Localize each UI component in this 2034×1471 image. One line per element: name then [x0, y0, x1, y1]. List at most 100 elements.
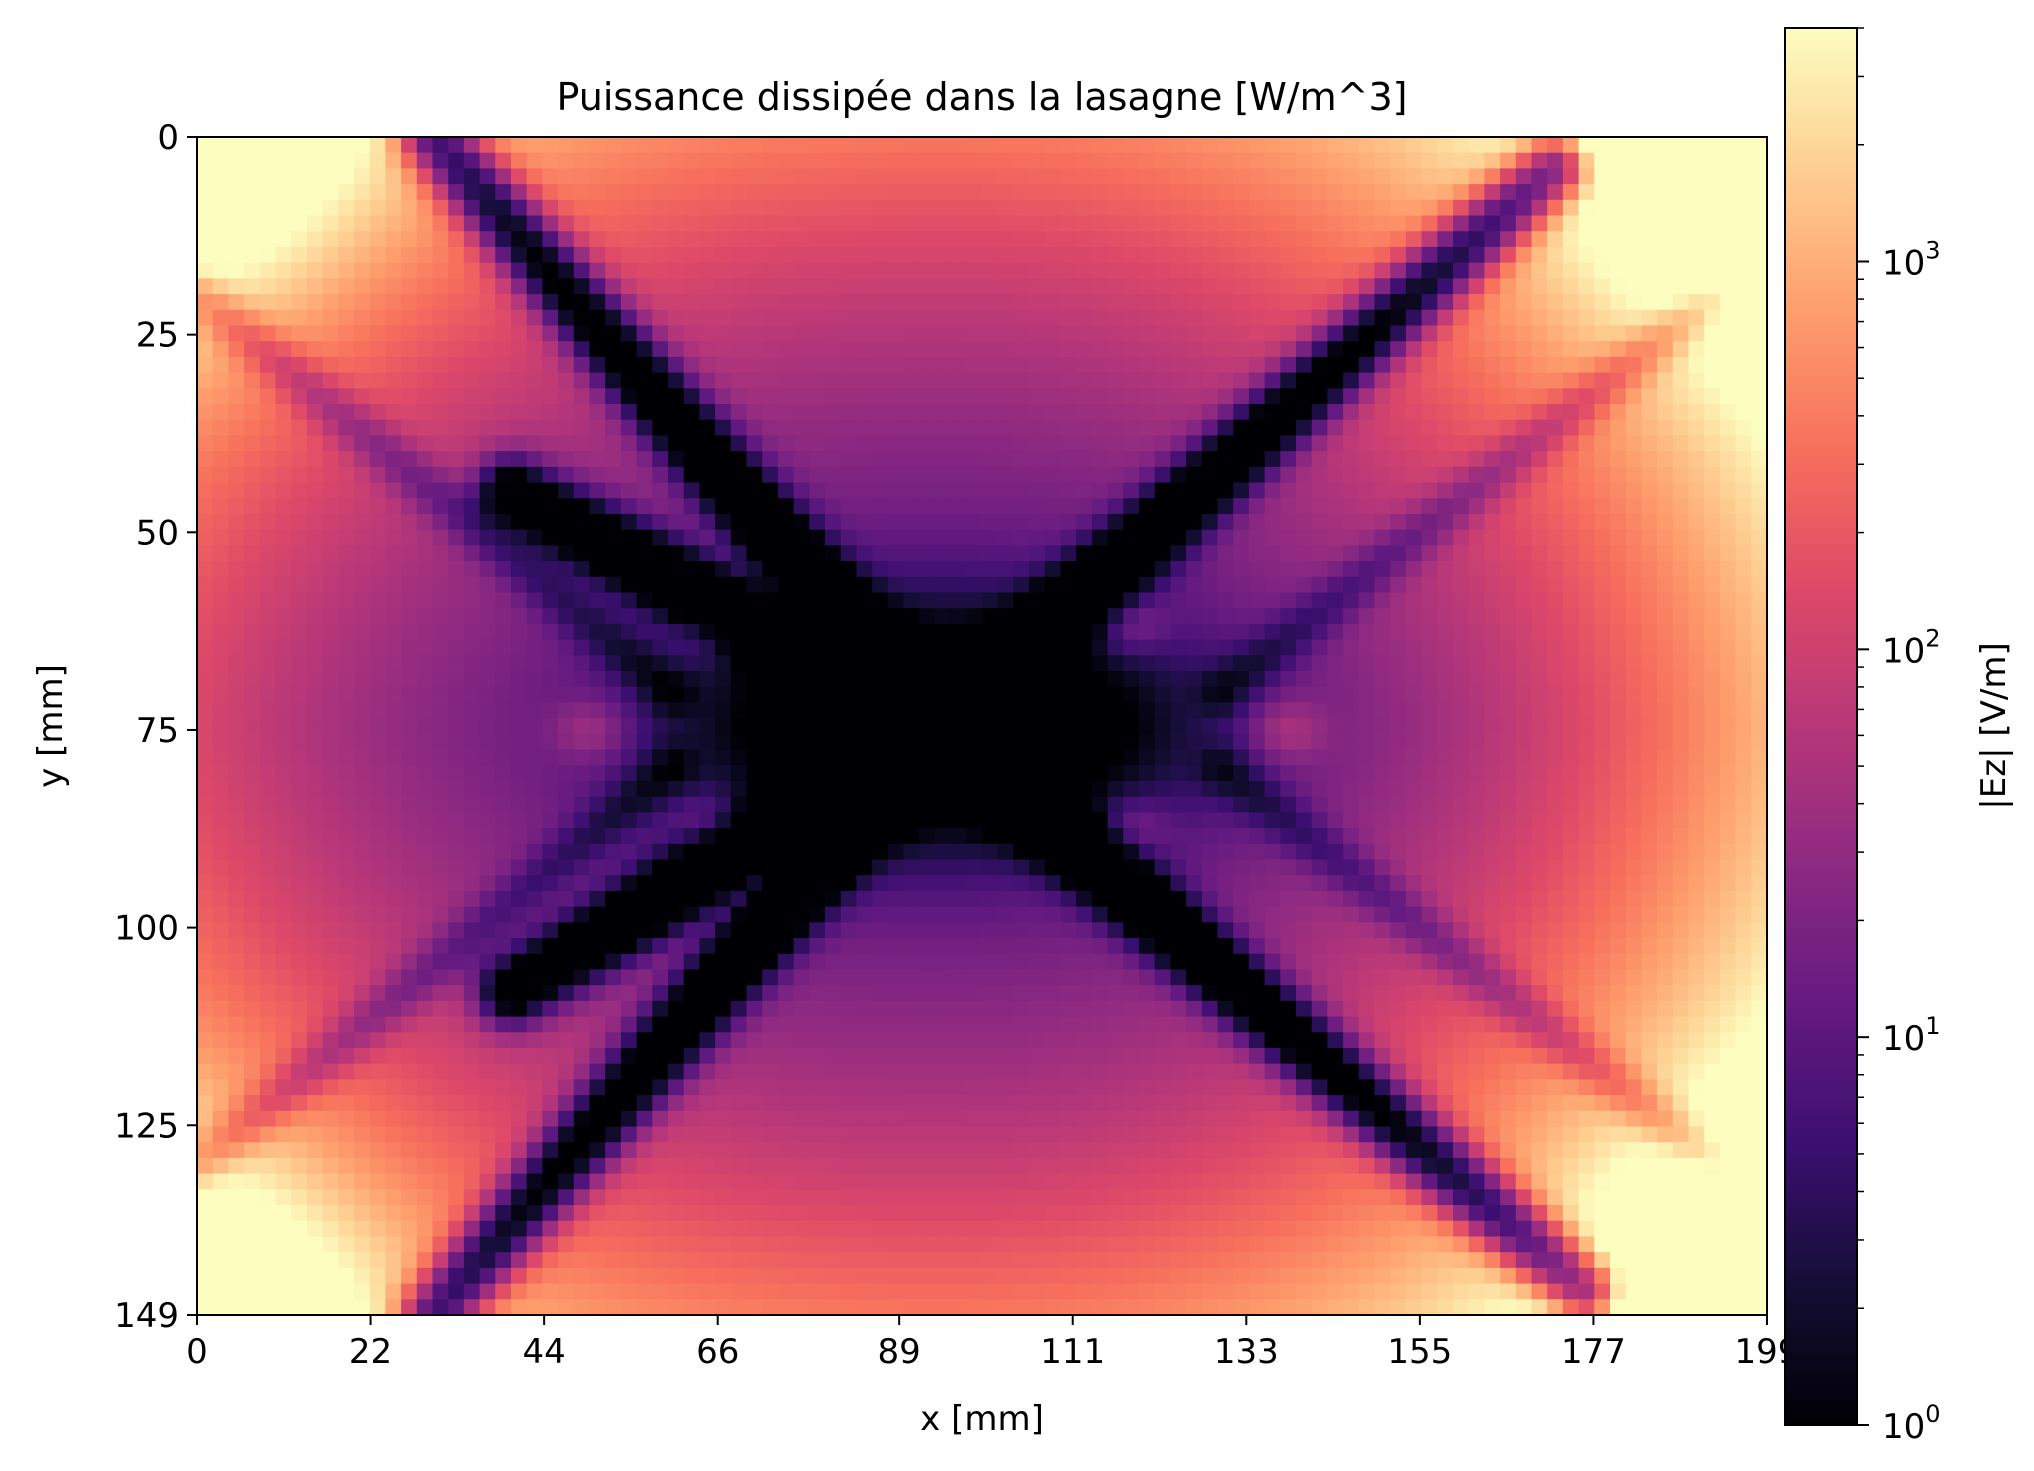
heatmap-cell [1091, 906, 1109, 924]
heatmap-cell [1327, 498, 1344, 515]
heatmap-cell [1468, 482, 1486, 500]
heatmap-cell [605, 184, 622, 201]
heatmap-cell [1170, 309, 1187, 327]
heatmap-cell [1437, 655, 1454, 672]
heatmap-cell [1311, 388, 1329, 405]
heatmap-cell [1248, 592, 1266, 609]
heatmap-cell [212, 341, 230, 358]
heatmap-cell [1751, 498, 1767, 515]
heatmap-cell [1562, 262, 1580, 280]
heatmap-cell [1013, 498, 1030, 515]
heatmap-cell [809, 906, 826, 924]
heatmap-cell [652, 655, 669, 672]
heatmap-cell [1186, 152, 1203, 170]
heatmap-cell [730, 686, 748, 704]
heatmap-cell [1264, 513, 1282, 531]
heatmap-cell [558, 294, 575, 311]
heatmap-cell [322, 608, 340, 625]
heatmap-cell [1515, 184, 1533, 201]
heatmap-cell [605, 592, 622, 609]
heatmap-cell [1029, 576, 1046, 594]
heatmap-cell [212, 655, 230, 672]
heatmap-cell [683, 184, 701, 201]
heatmap-cell [1186, 513, 1203, 531]
heatmap-cell [1562, 749, 1580, 767]
heatmap-cell [1139, 482, 1156, 500]
heatmap-cell [1390, 498, 1407, 515]
heatmap-cell [762, 325, 779, 342]
heatmap-cell [228, 294, 245, 311]
heatmap-cell [966, 231, 983, 248]
heatmap-cell [1594, 372, 1611, 390]
heatmap-cell [1437, 419, 1454, 437]
heatmap-cell [919, 246, 936, 264]
heatmap-cell [1248, 341, 1266, 358]
heatmap-cell [1468, 608, 1486, 625]
heatmap-cell [1688, 199, 1705, 217]
heatmap-cell [385, 765, 402, 782]
heatmap-cell [338, 451, 355, 468]
heatmap-cell [369, 906, 387, 924]
heatmap-cell [982, 561, 999, 578]
heatmap-cell [840, 231, 858, 248]
heatmap-cell [809, 498, 826, 515]
heatmap-cell [793, 388, 811, 405]
heatmap-cell [1091, 325, 1109, 342]
heatmap-cell [479, 356, 497, 374]
heatmap-cell [652, 137, 669, 154]
heatmap-cell [966, 576, 983, 594]
heatmap-cell [605, 435, 622, 452]
heatmap-cell [463, 608, 481, 625]
heatmap-cell [1170, 341, 1187, 358]
heatmap-cell [1201, 718, 1219, 735]
heatmap-cell [825, 623, 842, 641]
heatmap-cell [715, 733, 732, 751]
heatmap-cell [1170, 890, 1187, 908]
heatmap-cell [636, 356, 654, 374]
heatmap-cell [1578, 137, 1596, 154]
heatmap-cell [950, 246, 968, 264]
heatmap-cell [1343, 608, 1360, 625]
heatmap-cell [903, 718, 920, 735]
heatmap-cell [197, 718, 214, 735]
heatmap-cell [1468, 718, 1486, 735]
heatmap-cell [1076, 262, 1093, 280]
heatmap-cell [1688, 671, 1705, 688]
heatmap-cell [1091, 671, 1109, 688]
heatmap-cell [558, 152, 575, 170]
heatmap-cell [1610, 733, 1627, 751]
heatmap-cell [1107, 435, 1125, 452]
heatmap-cell [432, 859, 449, 877]
heatmap-cell [1453, 215, 1470, 233]
heatmap-cell [542, 890, 559, 908]
heatmap-cell [495, 482, 512, 500]
heatmap-cell [730, 780, 748, 798]
heatmap-cell [291, 890, 308, 908]
heatmap-cell [416, 608, 434, 625]
heatmap-cell [825, 231, 842, 248]
heatmap-cell [1453, 466, 1470, 484]
heatmap-cell [1610, 278, 1627, 295]
heatmap-cell [322, 859, 340, 877]
heatmap-cell [1657, 812, 1674, 829]
heatmap-cell [1358, 639, 1376, 657]
heatmap-cell [746, 231, 763, 248]
heatmap-cell [1704, 246, 1721, 264]
heatmap-cell [762, 246, 779, 264]
heatmap-cell [903, 184, 920, 201]
heatmap-cell [1625, 325, 1643, 342]
heatmap-cell [950, 294, 968, 311]
heatmap-cell [244, 388, 261, 405]
heatmap-cell [1594, 812, 1611, 829]
heatmap-cell [1248, 671, 1266, 688]
heatmap-cell [401, 875, 418, 892]
heatmap-cell [1484, 388, 1501, 405]
heatmap-cell [1296, 137, 1313, 154]
heatmap-cell [1547, 623, 1564, 641]
heatmap-cell [197, 639, 214, 657]
heatmap-cell [1515, 278, 1533, 295]
heatmap-cell [1704, 419, 1721, 437]
heatmap-cell [668, 733, 685, 751]
heatmap-cell [479, 529, 497, 547]
heatmap-cell [605, 890, 622, 908]
